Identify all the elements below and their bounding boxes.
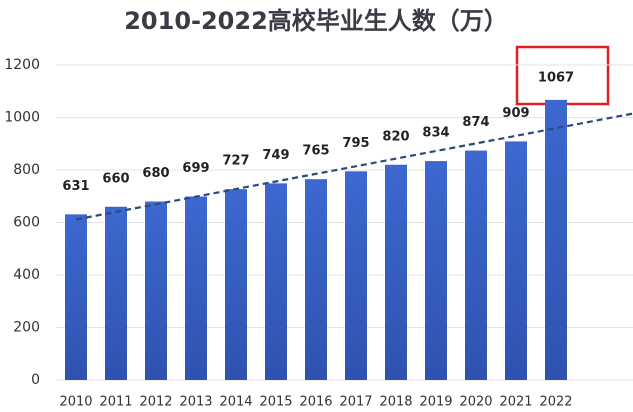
value-label: 909: [502, 106, 529, 121]
x-tick-label: 2013: [179, 395, 212, 410]
y-tick-label: 400: [13, 267, 40, 283]
y-tick-label: 200: [13, 320, 40, 336]
value-label: 680: [142, 166, 169, 181]
x-tick-label: 2020: [459, 395, 492, 410]
y-tick-label: 1200: [4, 57, 40, 73]
value-label: 699: [182, 161, 209, 176]
x-tick-label: 2010: [59, 395, 92, 410]
x-tick-label: 2021: [499, 395, 532, 410]
y-tick-label: 600: [13, 215, 40, 231]
bar: [185, 196, 207, 380]
y-tick-label: 800: [13, 162, 40, 178]
x-tick-label: 2014: [219, 395, 252, 410]
x-tick-label: 2012: [139, 395, 172, 410]
x-tick-label: 2019: [419, 395, 452, 410]
x-tick-label: 2017: [339, 395, 372, 410]
bar: [105, 206, 127, 380]
value-label: 1067: [538, 71, 574, 86]
x-tick-label: 2018: [379, 395, 412, 410]
bar: [345, 171, 367, 380]
bar: [145, 201, 167, 380]
bar: [305, 179, 327, 380]
bar: [385, 164, 407, 380]
trend-line: [75, 112, 633, 221]
value-label: 727: [222, 154, 249, 169]
value-label: 834: [422, 126, 449, 141]
bar: [545, 99, 567, 380]
y-tick-label: 0: [31, 372, 40, 388]
value-label: 874: [462, 115, 489, 130]
value-label: 795: [342, 136, 369, 151]
x-tick-label: 2015: [259, 395, 292, 410]
x-tick-label: 2011: [99, 395, 132, 410]
bar: [425, 161, 447, 380]
value-label: 765: [302, 144, 329, 159]
bar: [225, 189, 247, 380]
chart-title: 2010-2022高校毕业生人数（万）: [124, 7, 508, 35]
value-label: 631: [62, 179, 89, 194]
bar: [265, 183, 287, 380]
x-tick-label: 2022: [539, 395, 572, 410]
bar: [505, 141, 527, 380]
bar: [65, 214, 87, 380]
value-label: 660: [102, 171, 129, 186]
value-label: 749: [262, 148, 289, 163]
value-label: 820: [382, 129, 409, 144]
y-tick-label: 1000: [4, 110, 40, 126]
x-tick-label: 2016: [299, 395, 332, 410]
bar: [465, 150, 487, 380]
